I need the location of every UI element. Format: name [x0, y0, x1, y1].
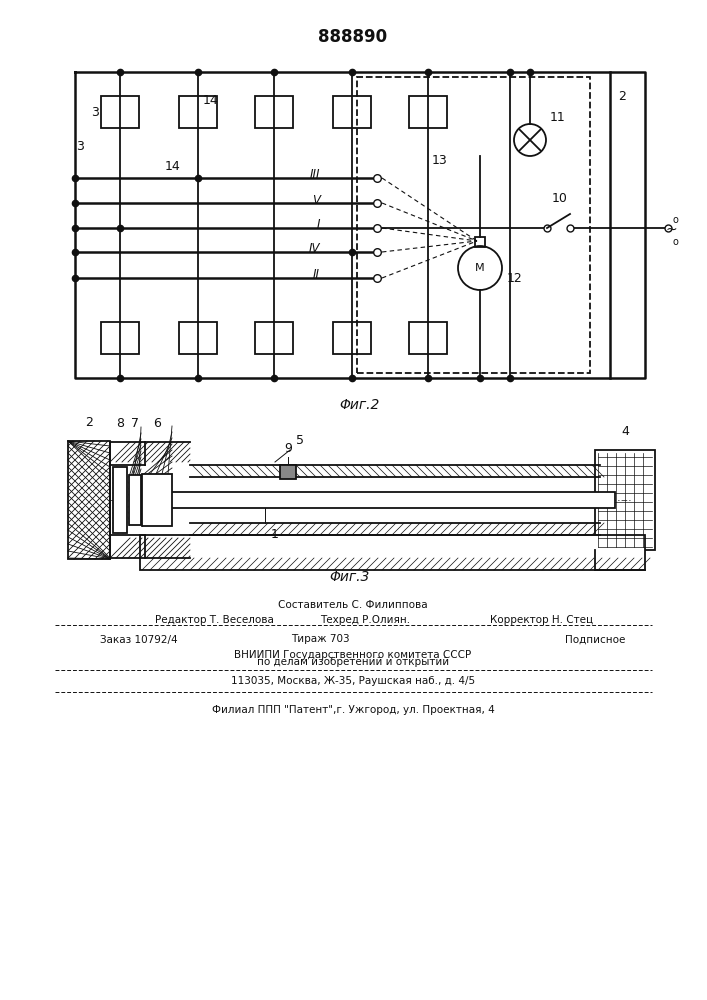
Text: V: V: [312, 194, 320, 207]
Text: 14: 14: [203, 94, 218, 106]
Text: ~: ~: [665, 223, 677, 237]
Text: по делам изобретений и открытий: по делам изобретений и открытий: [257, 657, 449, 667]
Text: 9: 9: [284, 442, 292, 455]
Text: 5: 5: [296, 434, 304, 447]
Text: 13: 13: [432, 153, 448, 166]
Text: 12: 12: [507, 271, 522, 284]
Text: 8: 8: [116, 417, 124, 430]
Bar: [179, 96, 217, 128]
Text: Корректор Н. Стец: Корректор Н. Стец: [490, 615, 593, 625]
Text: Φиг.2: Φиг.2: [340, 398, 380, 412]
Bar: [113, 467, 127, 533]
Text: 14: 14: [164, 159, 180, 172]
Text: M: M: [475, 263, 485, 273]
Bar: [475, 237, 485, 247]
Text: Подписное: Подписное: [565, 635, 626, 645]
Text: 1: 1: [271, 528, 279, 541]
Text: 3: 3: [91, 105, 99, 118]
Text: Составитель С. Филиппова: Составитель С. Филиппова: [278, 600, 428, 610]
Bar: [595, 450, 655, 550]
Text: IV: IV: [308, 242, 320, 255]
Bar: [333, 96, 371, 128]
Text: Редактор Т. Веселова: Редактор Т. Веселова: [155, 615, 274, 625]
Text: III: III: [310, 168, 320, 182]
Bar: [101, 322, 139, 354]
Text: 113035, Москва, Ж-35, Раушская наб., д. 4/5: 113035, Москва, Ж-35, Раушская наб., д. …: [231, 676, 475, 686]
Bar: [255, 322, 293, 354]
Text: Тираж 703: Тираж 703: [291, 635, 349, 645]
Text: Заказ 10792/4: Заказ 10792/4: [100, 635, 177, 645]
Bar: [333, 322, 371, 354]
Bar: [101, 96, 139, 128]
Bar: [165, 492, 615, 508]
Bar: [68, 441, 110, 559]
Text: 2: 2: [85, 416, 93, 429]
Bar: [409, 96, 447, 128]
Text: 7: 7: [131, 417, 139, 430]
Text: Техред Р.Олиян.: Техред Р.Олиян.: [320, 615, 410, 625]
Bar: [142, 474, 172, 526]
Text: I: I: [317, 219, 320, 232]
Bar: [409, 322, 447, 354]
Text: ВНИИПИ Государственного комитета СССР: ВНИИПИ Государственного комитета СССР: [235, 650, 472, 660]
Text: 888890: 888890: [318, 28, 387, 46]
Text: Φиг.3: Φиг.3: [329, 570, 370, 584]
Text: II: II: [313, 268, 320, 282]
Text: 3: 3: [76, 140, 84, 153]
Bar: [280, 465, 296, 479]
Text: 6: 6: [153, 417, 161, 430]
Bar: [140, 535, 645, 570]
Text: Филиал ППП "Патент",г. Ужгород, ул. Проектная, 4: Филиал ППП "Патент",г. Ужгород, ул. Прое…: [211, 705, 494, 715]
Text: 2: 2: [618, 91, 626, 104]
Text: 4: 4: [621, 425, 629, 438]
Text: o: o: [672, 215, 678, 225]
Text: 11: 11: [550, 111, 566, 124]
Bar: [357, 77, 590, 373]
Bar: [255, 96, 293, 128]
Text: o: o: [672, 237, 678, 247]
Bar: [129, 475, 141, 525]
Text: 10: 10: [552, 192, 568, 205]
Bar: [179, 322, 217, 354]
